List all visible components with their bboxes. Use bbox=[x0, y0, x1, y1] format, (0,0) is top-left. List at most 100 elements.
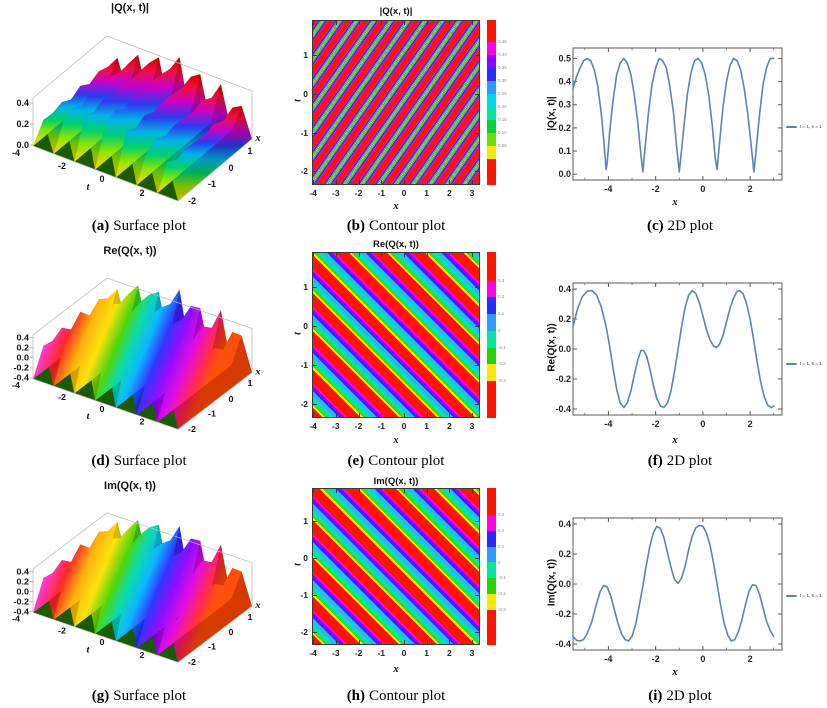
line-plot-canvas: -4 -2 0 2 0.0 0.1 0.2 0.3 0.4 0.5 bbox=[558, 47, 783, 194]
contour-frame bbox=[312, 488, 480, 645]
tick-mark bbox=[472, 253, 474, 257]
tick-mark bbox=[475, 521, 479, 523]
tick-label: 0.1 bbox=[558, 146, 571, 156]
tick-mark bbox=[381, 489, 383, 493]
caption-tag: (c) bbox=[646, 218, 664, 234]
tick-label: -0.2 bbox=[555, 609, 571, 619]
tick-label: -2 bbox=[188, 424, 196, 434]
tick-mark bbox=[403, 180, 405, 184]
surface-ridge-front bbox=[115, 306, 201, 408]
tick-mark bbox=[381, 21, 383, 25]
tick-label: -2 bbox=[58, 626, 66, 635]
tick-label: -4 bbox=[12, 148, 20, 158]
tick-label: 0.2 bbox=[498, 294, 505, 300]
tick-mark bbox=[426, 489, 428, 493]
path-shape bbox=[157, 331, 242, 423]
tick-mark bbox=[313, 413, 315, 417]
caption-b: (b) Contour plot bbox=[290, 218, 502, 235]
tick-label: t bbox=[87, 645, 91, 655]
tick-mark bbox=[475, 558, 479, 560]
tick-label: -0.4 bbox=[555, 404, 571, 414]
plot-frame bbox=[572, 517, 783, 651]
tick-mark bbox=[358, 640, 360, 644]
tick-label: 0.0 bbox=[16, 353, 29, 363]
tick-mark bbox=[381, 640, 383, 644]
surface-ridge-front bbox=[157, 105, 242, 194]
tick-label: -2 bbox=[58, 161, 66, 171]
path-shape bbox=[33, 521, 118, 613]
plot-title: |Q(x, t)| bbox=[379, 6, 413, 17]
colorbar-segment bbox=[487, 94, 496, 107]
tick-label: 0.2 bbox=[16, 119, 29, 129]
tick-label: -0.1 bbox=[498, 575, 506, 581]
tick-label: 0.25 bbox=[498, 91, 507, 97]
tick-mark bbox=[313, 253, 315, 257]
y-axis-label: Re(Q(x, t)) bbox=[546, 323, 558, 372]
colorbar-segment bbox=[487, 20, 496, 43]
tick-label: -2 bbox=[354, 188, 363, 198]
tick-mark bbox=[358, 413, 360, 417]
tick-mark bbox=[403, 640, 405, 644]
tick-label: 0 bbox=[700, 184, 705, 194]
tick-mark bbox=[313, 640, 315, 644]
colorbar-segment bbox=[487, 132, 496, 146]
tick-label: 2 bbox=[446, 421, 452, 431]
surface-ridge-front bbox=[74, 57, 159, 162]
tick-mark bbox=[358, 180, 360, 184]
tick-label: 3 bbox=[469, 188, 475, 198]
tick-label: -0.3 bbox=[498, 607, 506, 613]
tick-label: -4 bbox=[604, 419, 612, 429]
caption-text: Contour plot bbox=[369, 688, 446, 704]
contour-field bbox=[313, 253, 479, 417]
tick-label: -3 bbox=[332, 188, 340, 198]
plot-title: |Q(x, t)| bbox=[111, 2, 149, 14]
tick-mark bbox=[475, 171, 479, 173]
tick-label: -2 bbox=[652, 184, 660, 194]
plot-title: Re(Q(x, t)) bbox=[103, 245, 157, 257]
colorbar-segment bbox=[487, 578, 496, 595]
tick-label: -2 bbox=[354, 421, 363, 431]
tick-label: t bbox=[87, 182, 91, 193]
colorbar-segment bbox=[487, 81, 496, 95]
tick-label: -1 bbox=[208, 409, 216, 419]
tick-label: 0.1 bbox=[498, 543, 505, 549]
tick-label: 0 bbox=[228, 628, 233, 637]
tick-mark bbox=[313, 132, 317, 134]
tick-label: 0.3 bbox=[498, 277, 505, 283]
caption-text: Surface plot bbox=[113, 218, 187, 234]
tick-label: -1 bbox=[300, 360, 308, 371]
tick-label: 0.0 bbox=[558, 579, 571, 589]
surface-ridge-front bbox=[115, 74, 201, 178]
tick-label: 0.4 bbox=[16, 98, 29, 108]
line-plot-canvas: -4 -2 0 2 -0.4 -0.2 0.0 0.2 0.4 bbox=[555, 517, 783, 664]
tick-label: 0.4 bbox=[16, 333, 29, 343]
tick-label: 0.4 bbox=[16, 567, 29, 576]
tick-label: t bbox=[87, 412, 91, 423]
tick-label: -0.2 bbox=[555, 374, 571, 384]
path-shape bbox=[136, 544, 221, 649]
surface-ridge-front bbox=[157, 567, 242, 656]
tick-label: -4 bbox=[12, 380, 20, 390]
tick-label: 0.40 bbox=[498, 52, 507, 58]
tick-mark bbox=[358, 21, 360, 25]
legend-line bbox=[786, 362, 797, 365]
surface-ridge-front bbox=[115, 538, 201, 641]
legend-line bbox=[786, 125, 797, 128]
tick-mark bbox=[335, 180, 337, 184]
path-shape bbox=[157, 567, 242, 656]
tick-mark bbox=[472, 413, 474, 417]
tick-label: 0.05 bbox=[498, 143, 507, 149]
tick-label: -4 bbox=[309, 648, 317, 658]
legend-label: t = 1, s = 1 bbox=[800, 361, 822, 366]
panel-g-surface-plot: Im(Q(x, t)) 0.4 0.2 0.0 -0.2 -0.4 -4 -2 0 2 -2 -1 0… bbox=[0, 468, 278, 708]
data-curve bbox=[572, 57, 775, 173]
plot-title: Im(Q(x, t)) bbox=[104, 480, 156, 492]
tick-label: 0.2 bbox=[558, 549, 571, 559]
tick-label: 0 bbox=[700, 654, 705, 664]
colorbar-segment bbox=[487, 297, 496, 315]
tick-label: -4 bbox=[309, 188, 317, 198]
tick-label: -4 bbox=[604, 654, 612, 664]
tick-mark bbox=[472, 21, 474, 25]
colorbar-segment bbox=[487, 562, 496, 579]
